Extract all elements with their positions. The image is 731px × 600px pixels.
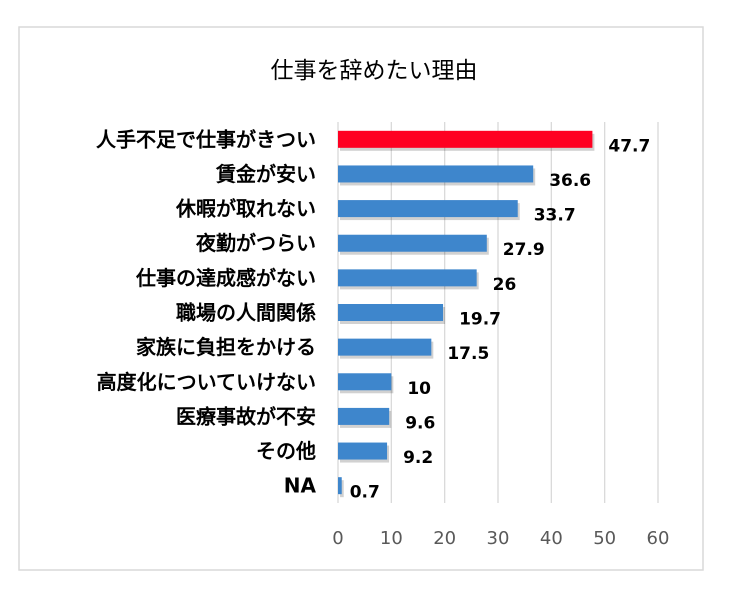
x-tick-label: 40 xyxy=(540,528,563,549)
data-label: 0.7 xyxy=(350,483,380,503)
category-label: 医療事故が不安 xyxy=(176,404,316,428)
category-label: 仕事の達成感がない xyxy=(135,266,316,290)
category-label: NA xyxy=(284,474,317,498)
data-label: 9.2 xyxy=(403,448,433,468)
category-label: 高度化についていけない xyxy=(97,370,316,394)
category-label: 休暇が取れない xyxy=(175,197,316,221)
bar xyxy=(338,165,534,183)
category-label: 夜勤がつらい xyxy=(195,231,316,255)
category-label: その他 xyxy=(256,439,316,463)
chart-border xyxy=(18,26,704,571)
x-tick-label: 50 xyxy=(593,528,616,549)
bar xyxy=(338,269,477,287)
data-label: 9.6 xyxy=(405,413,435,433)
bar xyxy=(338,477,342,495)
bar xyxy=(338,373,392,391)
data-label: 10 xyxy=(407,379,431,399)
bar xyxy=(338,338,432,356)
bar xyxy=(338,304,444,321)
data-label: 47.7 xyxy=(608,136,650,156)
bar xyxy=(338,234,487,252)
bar xyxy=(338,130,593,148)
data-label: 27.9 xyxy=(503,240,545,260)
data-label: 36.6 xyxy=(549,171,591,191)
data-label: 26 xyxy=(493,275,517,295)
data-label: 19.7 xyxy=(459,310,501,330)
x-tick-label: 0 xyxy=(332,528,343,549)
category-label: 職場の人間関係 xyxy=(176,301,316,325)
x-tick-label: 10 xyxy=(380,528,403,549)
bar-shadow xyxy=(340,480,344,498)
category-label: 賃金が安い xyxy=(215,162,316,186)
bar xyxy=(338,407,390,425)
category-label: 人手不足で仕事がきつい xyxy=(96,127,316,151)
x-tick-label: 20 xyxy=(433,528,456,549)
data-label: 17.5 xyxy=(447,344,489,364)
chart-title: 仕事を辞めたい理由 xyxy=(271,58,478,84)
x-tick-label: 30 xyxy=(487,528,510,549)
data-label: 33.7 xyxy=(534,206,576,226)
category-label: 家族に負担をかける xyxy=(136,335,316,359)
bar xyxy=(338,442,388,460)
x-tick-label: 60 xyxy=(647,528,670,549)
bar xyxy=(338,200,518,218)
